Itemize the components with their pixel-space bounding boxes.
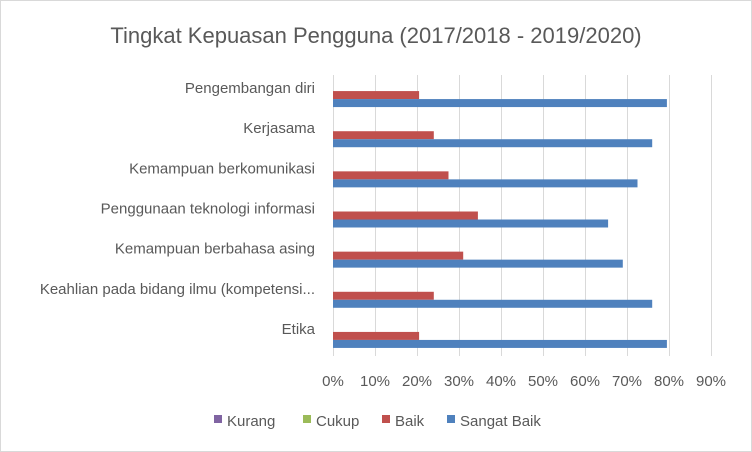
bar-sangat-baik [333, 99, 667, 108]
bar-sangat-baik [333, 139, 653, 148]
x-tick-label: 40% [486, 373, 516, 390]
category-label: Kemampuan berkomunikasi [129, 160, 315, 177]
gridlines [333, 75, 712, 356]
x-tick-label: 80% [654, 373, 684, 390]
legend-label: Sangat Baik [460, 413, 541, 430]
category-label: Keahlian pada bidang ilmu (kompetensi... [40, 281, 315, 298]
category-label: Pengembangan diri [185, 80, 315, 97]
x-tick-label: 90% [696, 373, 726, 390]
legend: Kurang Cukup Baik Sangat Baik [214, 413, 541, 430]
bar-sangat-baik [333, 339, 667, 348]
legend-label: Kurang [227, 413, 275, 430]
x-tick-label: 50% [528, 373, 558, 390]
legend-swatch [303, 415, 311, 423]
x-tick-label: 0% [322, 373, 344, 390]
x-tick-label: 20% [402, 373, 432, 390]
category-label: Penggunaan teknologi informasi [101, 201, 315, 218]
category-label: Kemampuan berbahasa asing [115, 241, 315, 258]
legend-swatch [382, 415, 390, 423]
category-label: Etika [282, 321, 316, 338]
category-labels: Pengembangan diri Kerjasama Kemampuan berk… [40, 80, 316, 338]
x-tick-label: 10% [360, 373, 390, 390]
bar-sangat-baik [333, 299, 653, 308]
bar-baik [333, 331, 420, 340]
bars [333, 91, 667, 348]
x-tick-label: 70% [612, 373, 642, 390]
legend-label: Cukup [316, 413, 359, 430]
x-tick-label: 30% [444, 373, 474, 390]
legend-swatch [214, 415, 222, 423]
bar-baik [333, 131, 434, 140]
bar-baik [333, 251, 464, 260]
x-tick-label: 60% [570, 373, 600, 390]
bar-baik [333, 211, 478, 220]
bar-baik [333, 91, 420, 100]
bar-sangat-baik [333, 219, 609, 228]
bar-baik [333, 171, 449, 180]
bar-sangat-baik [333, 179, 638, 188]
bar-baik [333, 291, 434, 300]
legend-label: Baik [395, 413, 425, 430]
category-label: Kerjasama [243, 120, 315, 137]
bar-sangat-baik [333, 259, 623, 268]
x-axis-ticks: 0% 10% 20% 30% 40% 50% 60% 70% 80% 90% [322, 373, 726, 390]
chart-title: Tingkat Kepuasan Pengguna (2017/2018 - 2… [110, 23, 641, 48]
legend-swatch [447, 415, 455, 423]
